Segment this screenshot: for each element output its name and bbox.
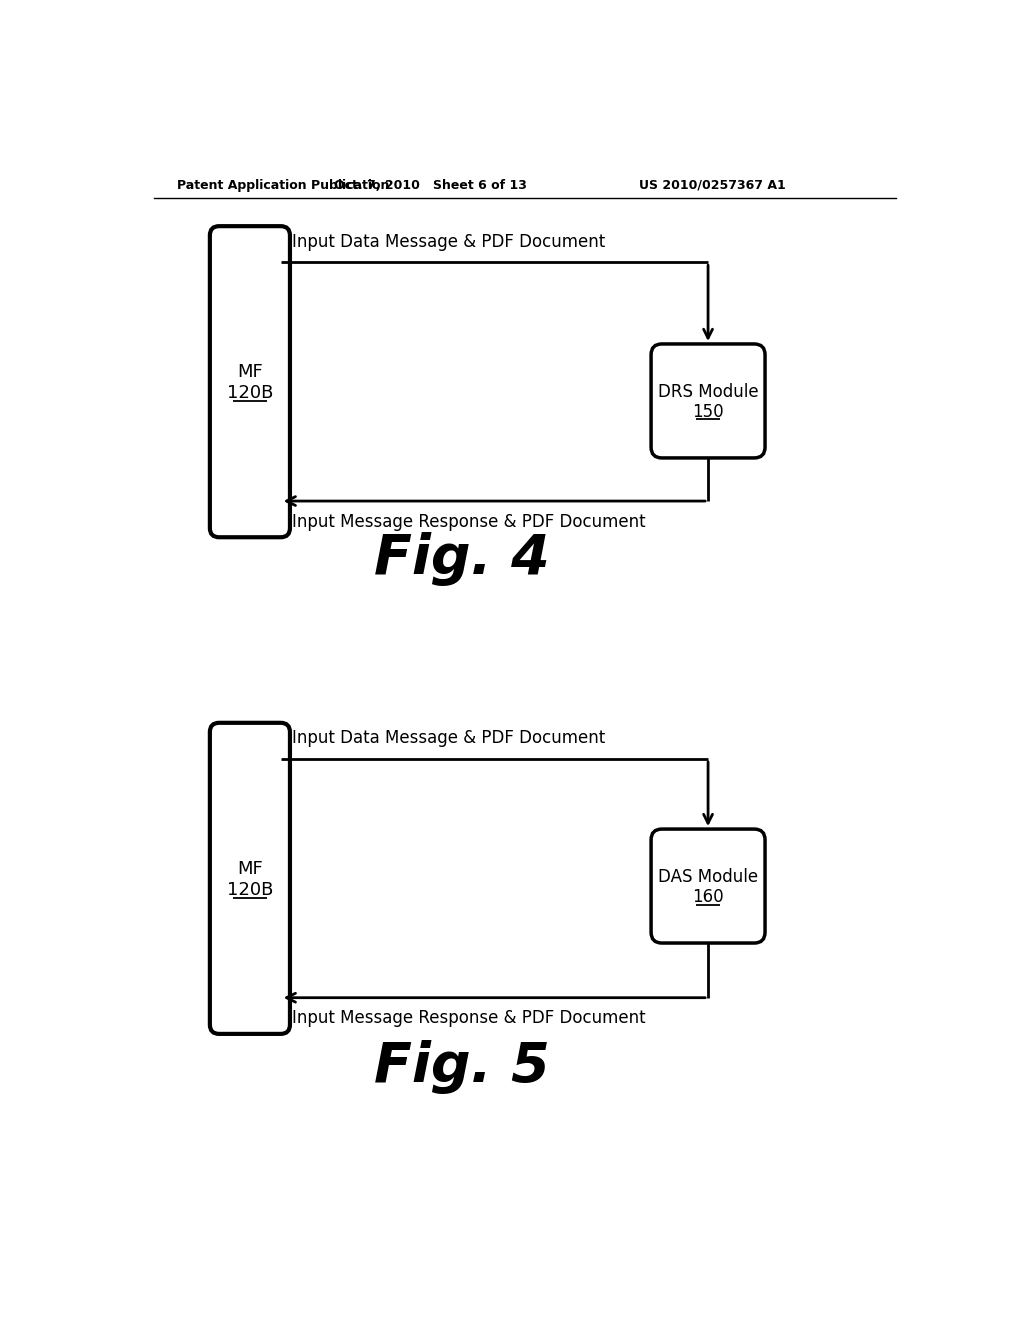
Text: US 2010/0257367 A1: US 2010/0257367 A1: [639, 178, 785, 191]
Text: 120B: 120B: [226, 384, 273, 403]
FancyBboxPatch shape: [210, 723, 290, 1034]
Text: Input Data Message & PDF Document: Input Data Message & PDF Document: [292, 232, 605, 251]
Text: Input Message Response & PDF Document: Input Message Response & PDF Document: [292, 512, 646, 531]
Text: Input Message Response & PDF Document: Input Message Response & PDF Document: [292, 1010, 646, 1027]
Text: DRS Module: DRS Module: [657, 383, 759, 401]
Text: DAS Module: DAS Module: [658, 867, 758, 886]
Text: MF: MF: [237, 363, 263, 381]
Text: 150: 150: [692, 403, 724, 421]
Text: Fig. 5: Fig. 5: [374, 1040, 550, 1094]
Text: Input Data Message & PDF Document: Input Data Message & PDF Document: [292, 730, 605, 747]
FancyBboxPatch shape: [210, 226, 290, 537]
Text: 120B: 120B: [226, 880, 273, 899]
FancyBboxPatch shape: [651, 345, 765, 458]
FancyBboxPatch shape: [651, 829, 765, 942]
Text: Patent Application Publication: Patent Application Publication: [177, 178, 389, 191]
Text: Oct. 7, 2010   Sheet 6 of 13: Oct. 7, 2010 Sheet 6 of 13: [335, 178, 527, 191]
Text: MF: MF: [237, 861, 263, 878]
Text: Fig. 4: Fig. 4: [374, 532, 550, 586]
Text: 160: 160: [692, 888, 724, 906]
